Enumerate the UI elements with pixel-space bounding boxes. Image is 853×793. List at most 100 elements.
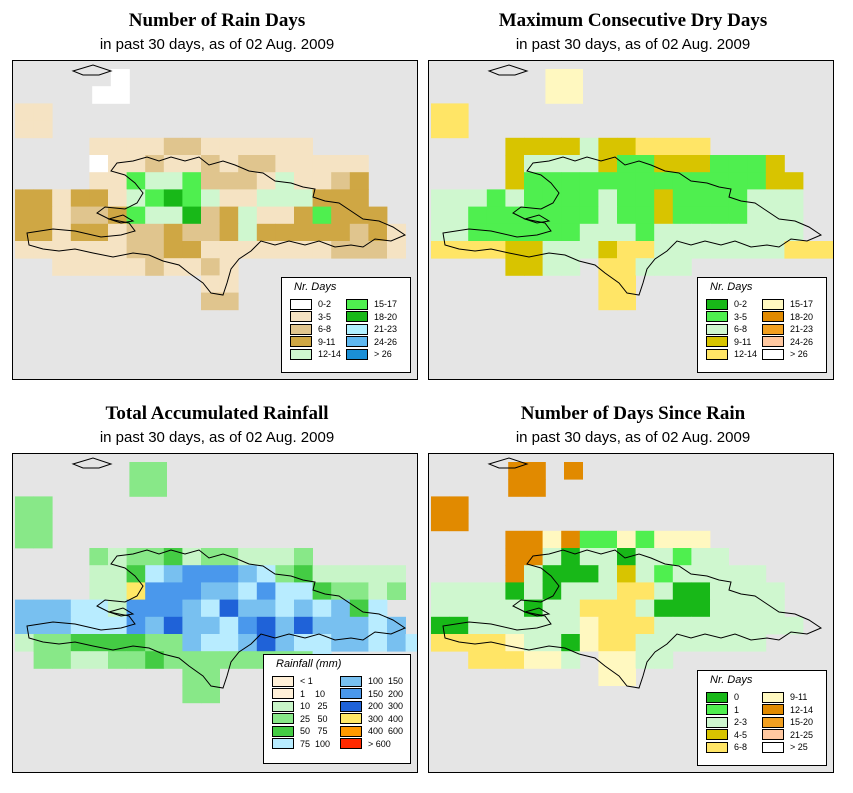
grid-cell: [238, 634, 258, 652]
grid-cell: [468, 241, 488, 259]
grid-cell: [654, 258, 674, 276]
grid-cell: [201, 582, 220, 600]
legend-swatch: [346, 323, 368, 335]
grid-cell: [691, 565, 711, 583]
grid-cell: [52, 223, 72, 242]
grid-cell: [505, 172, 525, 190]
grid-cell: [654, 634, 674, 652]
legend-item: 150 200: [340, 688, 403, 700]
grid-cell: [349, 155, 369, 173]
grid-cell: [579, 599, 599, 618]
grid-cell: [15, 634, 34, 652]
grid-cell: [182, 258, 202, 276]
grid-cell: [145, 634, 165, 652]
grid-cell: [182, 548, 202, 566]
grid-cell: [182, 223, 202, 242]
legend-swatch: [762, 704, 784, 715]
grid-cell: [617, 565, 636, 583]
legend-swatch: [340, 675, 362, 687]
grid-cell: [52, 258, 72, 276]
grid-cell: [89, 565, 109, 583]
legend-item: 12-14: [290, 348, 341, 360]
grid-cell: [526, 462, 546, 480]
legend-swatch: [762, 311, 784, 322]
grid-cell: [89, 206, 109, 225]
legend: Nr. Days 0-2 3-5 6-8 9-11 12-14 15-17 18-20 21-…: [281, 277, 411, 373]
grid-cell: [33, 189, 53, 207]
grid-cell: [747, 616, 767, 635]
grid-cell: [710, 206, 729, 225]
grid-cell: [163, 582, 183, 600]
grid-cell: [15, 120, 34, 139]
legend-swatch: [290, 323, 312, 335]
coastline: [71, 64, 113, 76]
grid-cell: [524, 530, 543, 549]
grid-cell: [468, 616, 488, 635]
grid-cell: [821, 241, 833, 259]
grid-cell: [654, 223, 674, 242]
grid-cell: [598, 223, 618, 242]
grid-cell: [331, 599, 351, 618]
grid-cell: [561, 616, 581, 635]
grid-cell: [564, 462, 583, 480]
grid-cell: [598, 668, 618, 686]
grid-cell: [505, 530, 525, 549]
grid-cell: [431, 120, 450, 139]
grid-cell: [201, 651, 220, 669]
grid-cell: [312, 172, 332, 190]
grid-cell: [145, 155, 165, 173]
grid-cell: [561, 599, 581, 618]
legend-swatch: [706, 716, 728, 728]
grid-cell: [635, 155, 655, 173]
island-outline: [442, 457, 823, 689]
grid-cell: [126, 258, 146, 276]
grid-cell: [784, 172, 804, 190]
grid-cell: [256, 599, 276, 618]
grid-cell: [728, 599, 748, 618]
grid-cell: [579, 634, 599, 652]
grid-cell: [33, 651, 53, 669]
grid-cell: [524, 241, 543, 259]
legend-swatch: [290, 311, 312, 322]
grid-cell: [617, 548, 636, 566]
grid-cell: [163, 137, 183, 156]
grid-cell: [238, 137, 258, 156]
grid-cell: [561, 258, 581, 276]
grid-cell: [542, 548, 562, 566]
legend-item: 21-25: [762, 729, 813, 741]
coastline: [523, 214, 551, 224]
grid-cell: [765, 616, 785, 635]
grid-cell: [598, 172, 618, 190]
grid-cell: [33, 241, 53, 259]
legend-item: > 26: [762, 348, 808, 360]
grid-cell: [784, 223, 804, 242]
legend-label: 15-17: [790, 299, 814, 309]
grid-cell: [710, 634, 729, 652]
legend-swatch: [290, 348, 312, 360]
panel-subtitle: in past 30 days, as of 02 Aug. 2009: [99, 429, 335, 446]
grid-cell: [635, 599, 655, 618]
grid-cell: [598, 137, 618, 156]
grid-cell: [486, 651, 506, 669]
grid-cell: [331, 172, 351, 190]
grid-cell: [349, 616, 369, 635]
grid-cell: [672, 241, 692, 259]
grid-cell: [691, 241, 711, 259]
grid-cell: [747, 155, 767, 173]
legend-swatch: [346, 336, 368, 347]
grid-cell: [201, 258, 220, 276]
legend-item: 1 10: [272, 688, 325, 700]
grid-cell: [728, 155, 748, 173]
legend-swatch: [762, 741, 784, 753]
legend-item: 24-26: [346, 336, 397, 348]
grid-cell: [672, 172, 692, 190]
grid-cell: [33, 206, 53, 225]
grid-cell: [368, 616, 388, 635]
grid-cell: [598, 292, 618, 311]
grid-cell: [201, 565, 220, 583]
grid-cell: [201, 206, 220, 225]
grid-cell: [238, 189, 258, 207]
legend-label: 0-2: [318, 299, 332, 309]
grid-cell: [108, 616, 127, 635]
grid-cell: [449, 223, 469, 242]
